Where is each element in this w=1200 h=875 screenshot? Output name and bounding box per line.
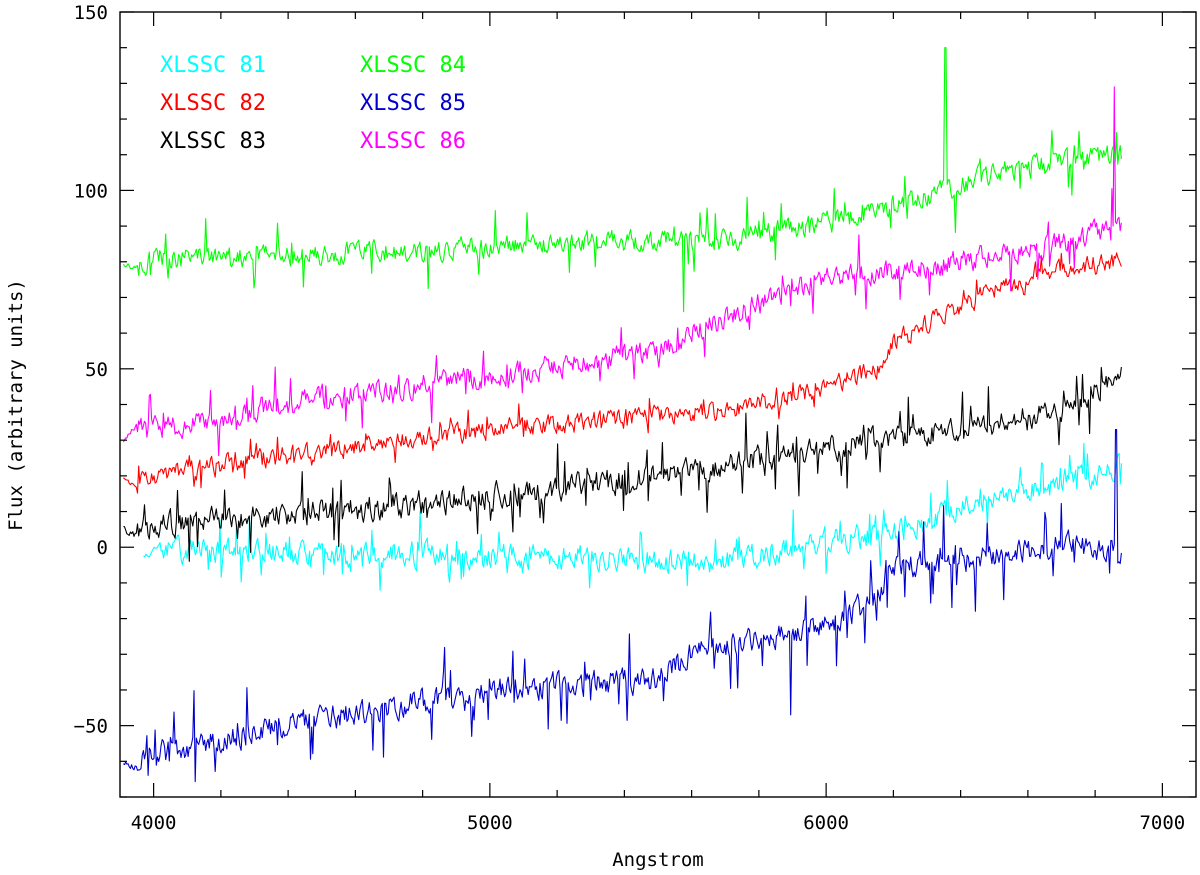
legend-entry-xlssc-81: XLSSC 81 [160,53,266,78]
legend-entry-xlssc-85: XLSSC 85 [360,91,466,116]
y-tick-label: −50 [74,716,108,738]
legend: XLSSC 81 XLSSC 82 XLSSC 83 XLSSC 84 XLSSC 85… [160,53,466,154]
legend-entry-xlssc-83: XLSSC 83 [160,129,266,154]
x-tick-label: 4000 [131,812,177,834]
legend-entry-xlssc-86: XLSSC 86 [360,129,466,154]
x-axis-title: Angstrom [612,849,704,871]
y-tick-label: 50 [85,359,108,381]
axis-layer: 4000 5000 6000 7000 −50 0 50 100 150 [74,2,1196,834]
series-line-xlssc-82 [123,252,1122,494]
y-axis-title: Flux (arbitrary units) [5,279,27,531]
y-tick-label: 0 [97,537,108,559]
series-line-xlssc-84 [122,47,1122,313]
y-tick-label: 150 [74,2,108,24]
series-line-xlssc-83 [123,366,1122,562]
x-tick-label: 6000 [803,812,849,834]
legend-entry-xlssc-84: XLSSC 84 [360,53,466,78]
y-tick-label: 100 [74,180,108,202]
x-tick-label: 5000 [467,812,513,834]
x-tick-label: 7000 [1139,812,1185,834]
series-line-xlssc-85 [123,428,1122,783]
series-line-xlssc-81 [143,442,1123,591]
series-line-xlssc-86 [122,86,1122,457]
series-layer [122,47,1123,783]
legend-entry-xlssc-82: XLSSC 82 [160,91,266,116]
